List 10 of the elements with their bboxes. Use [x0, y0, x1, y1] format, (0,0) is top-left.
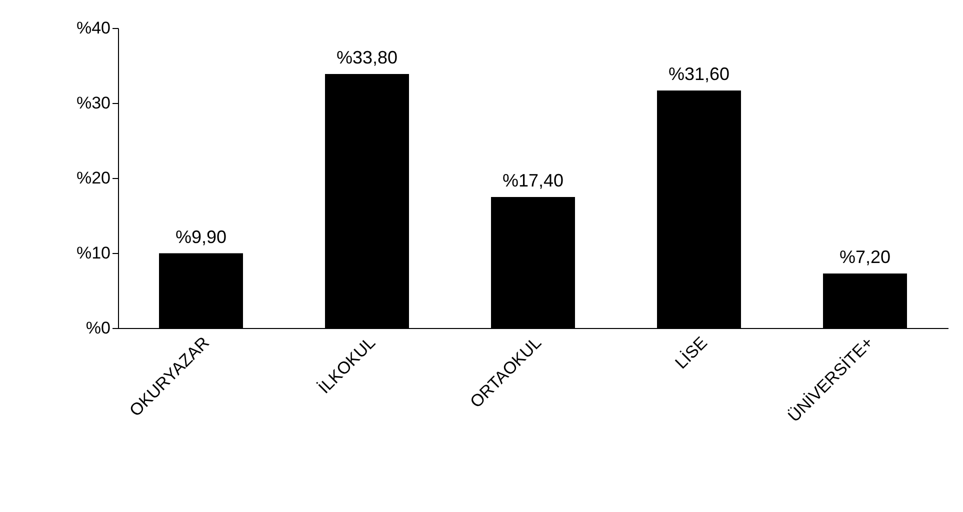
y-tick-label: %20: [76, 168, 110, 188]
y-tick-label: %10: [76, 244, 110, 262]
data-label: %7,20: [839, 247, 891, 267]
data-label: %33,80: [336, 48, 398, 68]
data-label: %9,90: [175, 226, 227, 247]
y-tick-label: %40: [76, 18, 110, 38]
y-tick-label: %0: [86, 318, 110, 338]
data-label: %31,60: [668, 64, 730, 84]
data-label: %17,40: [502, 170, 564, 190]
y-tick-label: %30: [76, 94, 110, 112]
